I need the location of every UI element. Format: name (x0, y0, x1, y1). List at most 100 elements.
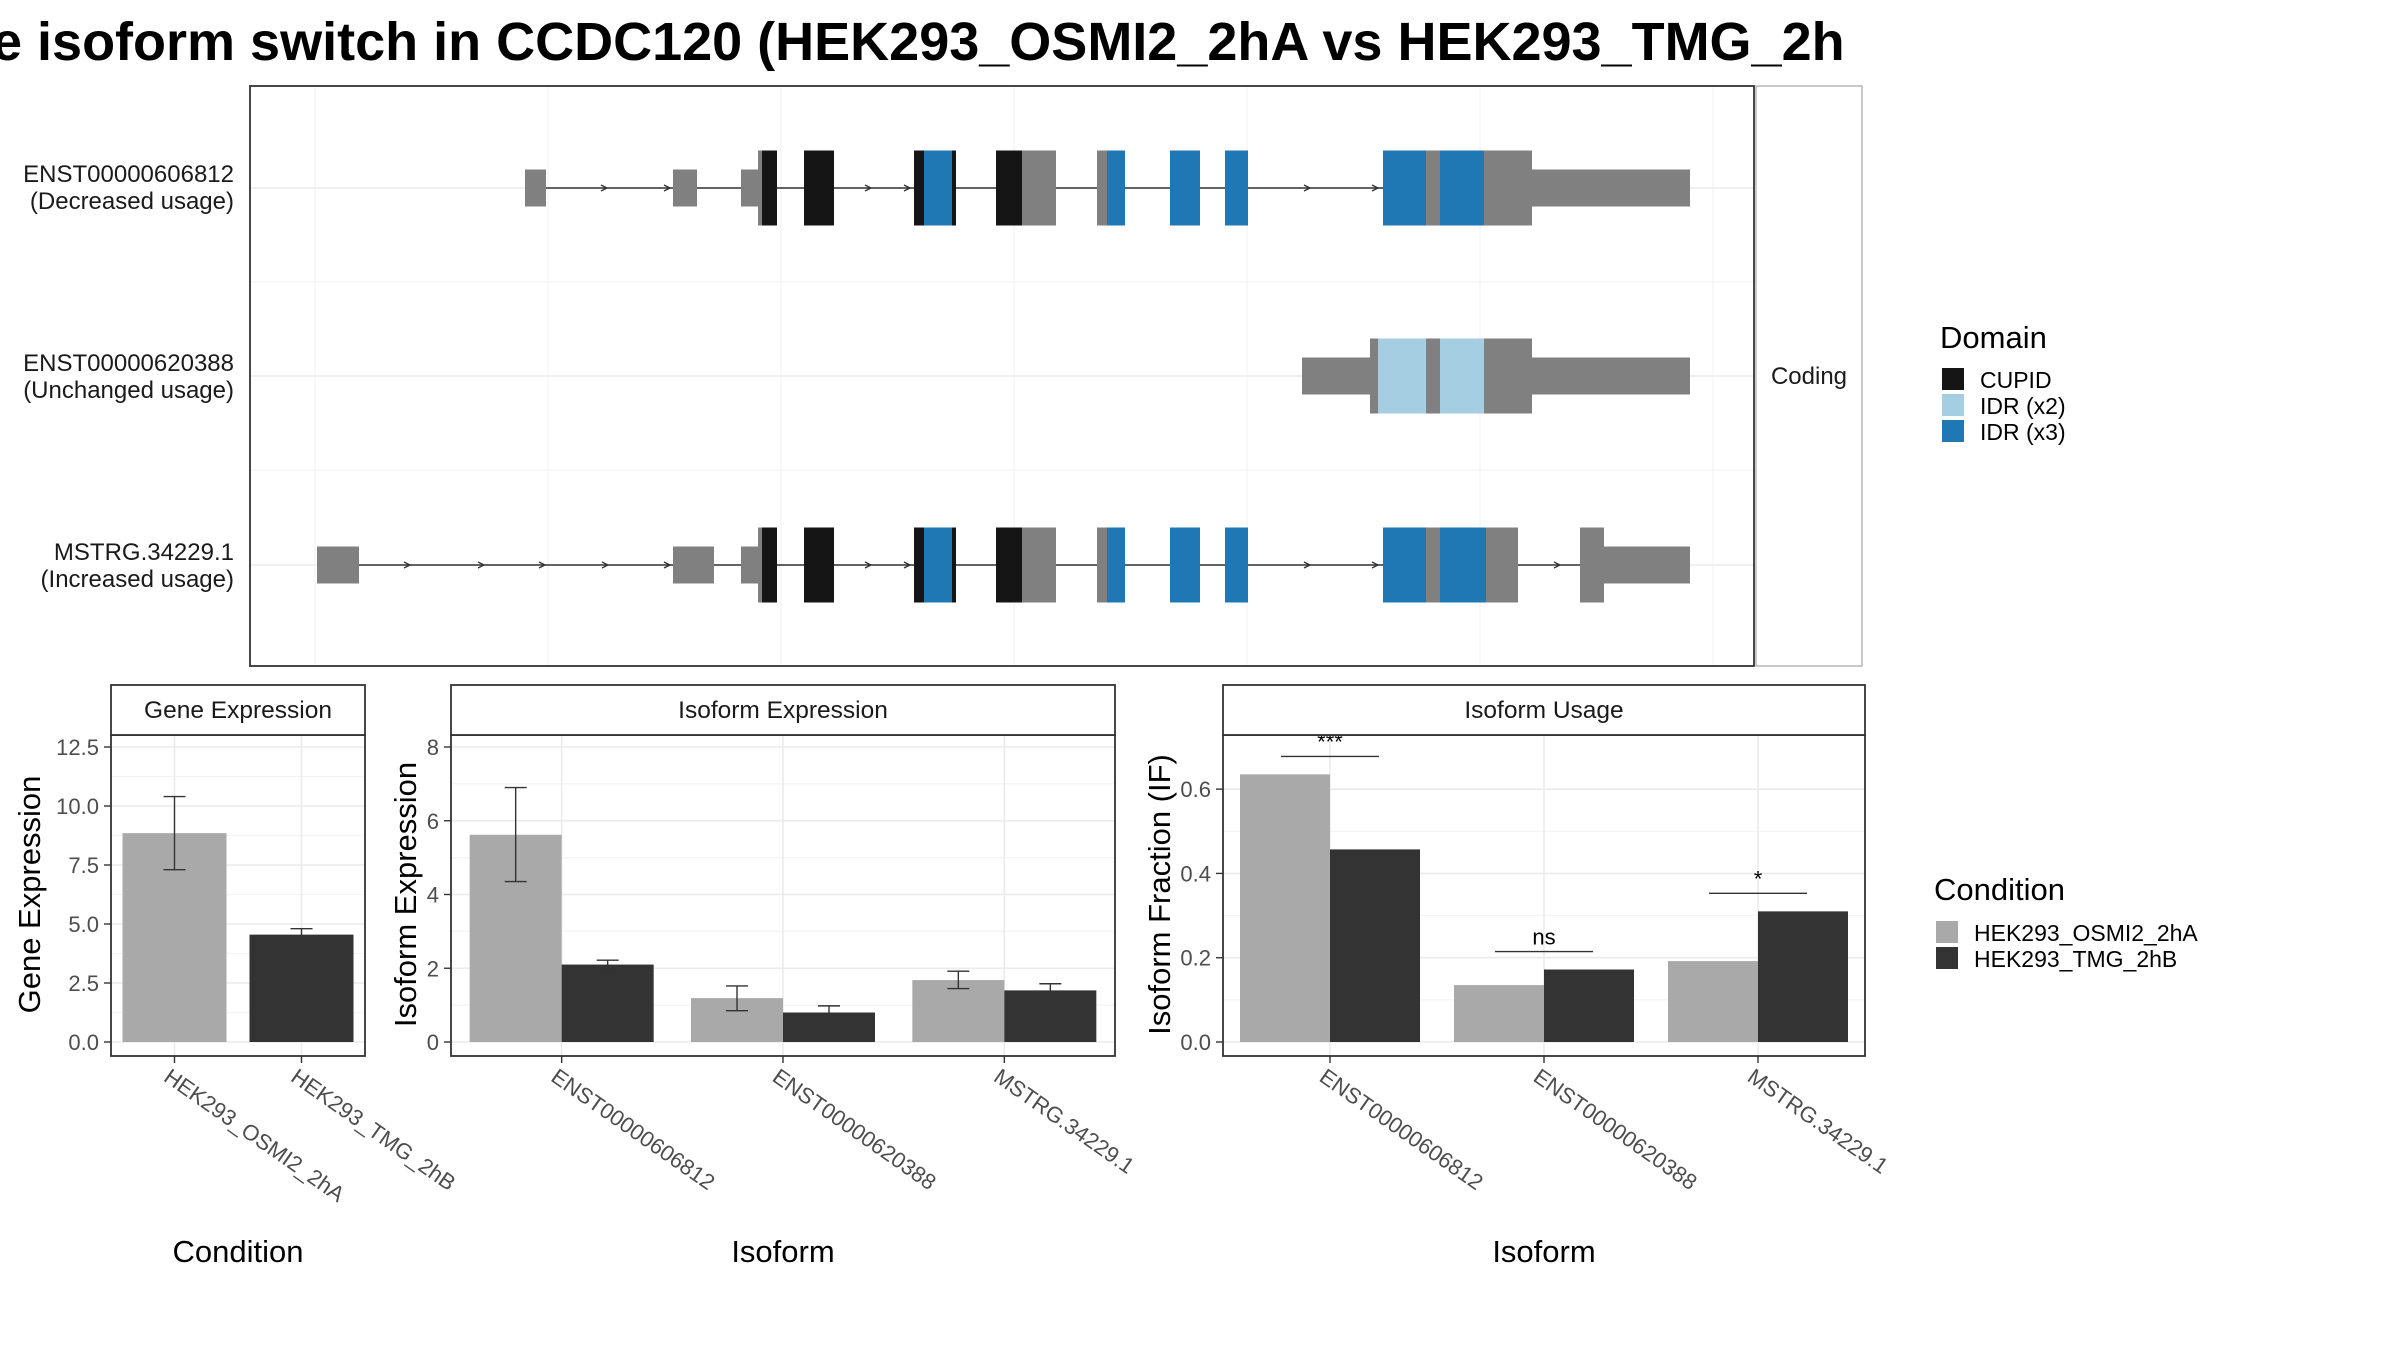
domain-exon (804, 150, 834, 226)
isoform-structure-panel: Coding ENST00000606812 (Decreased usage)… (23, 85, 1863, 667)
bar-HEK293_OSMI2_2hA-ENST00000606812 (1240, 774, 1330, 1042)
legend-swatch-idr-x3 (1942, 420, 1964, 442)
condition-legend-title: Condition (1934, 872, 2065, 907)
x-tick-label: ENST00000620388 (768, 1064, 941, 1195)
y-tick-label: 2.5 (68, 971, 99, 996)
facet-strip (110, 684, 366, 736)
domain-exon (1225, 150, 1248, 226)
strand-arrow (1303, 184, 1312, 192)
domain-exon (1383, 150, 1426, 226)
coding-exon (1484, 150, 1532, 226)
legend-label-cupid: CUPID (1980, 367, 2052, 393)
x-axis-title: Condition (173, 1234, 304, 1269)
coding-exon (1426, 527, 1440, 603)
bar-HEK293_OSMI2_2hA-MSTRG.34229.1 (912, 980, 1005, 1042)
domain-exon (996, 150, 1022, 226)
error-bar (726, 985, 748, 1012)
bar-HEK293_OSMI2_2hA-MSTRG.34229.1 (1668, 961, 1758, 1042)
domain-exon (952, 527, 956, 603)
facet-strip-title: Isoform Usage (1464, 697, 1623, 724)
legend-label-osmi2: HEK293_OSMI2_2hA (1974, 920, 2198, 946)
significance-label: * (1754, 866, 1763, 891)
isoform-label-2-usage: (Unchanged usage) (23, 377, 234, 404)
strand-arrow (864, 561, 873, 569)
y-tick-label: 0.0 (1180, 1030, 1211, 1055)
coding-exon (1484, 338, 1532, 414)
domain-legend: Domain CUPID IDR (x2) IDR (x3) (1940, 320, 2066, 445)
isoform-label-1-usage: (Decreased usage) (30, 188, 234, 215)
strand-arrow (864, 184, 873, 192)
utr-exon (741, 546, 758, 584)
error-bar (290, 928, 313, 942)
facet-strip (1222, 684, 1866, 736)
domain-exon (996, 527, 1022, 603)
significance-label: ns (1532, 925, 1555, 950)
legend-label-idr-x2: IDR (x2) (1980, 393, 2066, 419)
y-tick-label: 0.4 (1180, 861, 1211, 886)
coding-exon (1580, 527, 1604, 603)
isoform-label-3-id: MSTRG.34229.1 (54, 539, 234, 566)
bar-HEK293_TMG_2hB-ENST00000606812 (561, 964, 654, 1042)
coding-exon (758, 150, 762, 226)
bar-HEK293_TMG_2hB-MSTRG.34229.1 (1758, 911, 1848, 1042)
domain-exon (762, 527, 777, 603)
domain-exon (1107, 527, 1125, 603)
domain-exon (924, 527, 952, 603)
y-tick-label: 5.0 (68, 912, 99, 937)
coding-exon (1022, 150, 1056, 226)
utr-exon (1532, 357, 1690, 395)
strand-arrow (403, 561, 412, 569)
error-bar (596, 959, 619, 970)
condition-legend: Condition HEK293_OSMI2_2hA HEK293_TMG_2h… (1934, 872, 2198, 972)
isoform-label-2-id: ENST00000620388 (23, 350, 234, 377)
strand-arrow (1371, 561, 1380, 569)
y-tick-label: 6 (427, 809, 439, 834)
y-tick-label: 10.0 (56, 794, 99, 819)
legend-label-tmg: HEK293_TMG_2hB (1974, 946, 2177, 972)
domain-exon (1225, 527, 1248, 603)
error-bar (947, 970, 970, 990)
strand-arrow (477, 561, 486, 569)
figure-title: e isoform switch in CCDC120 (HEK293_OSMI… (0, 12, 1845, 72)
y-tick-label: 4 (427, 883, 439, 908)
error-bar (818, 1005, 840, 1020)
domain-exon (914, 527, 924, 603)
x-tick-label: MSTRG.34229.1 (989, 1064, 1139, 1179)
bar-HEK293_TMG_2hB-ENST00000606812 (1330, 849, 1420, 1042)
x-axis-title: Isoform (731, 1234, 834, 1269)
coding-exon (1097, 527, 1107, 603)
legend-swatch-idr-x2 (1942, 394, 1964, 416)
utr-exon (1604, 546, 1690, 584)
coding-exon (1426, 150, 1440, 226)
isoform-structure-2 (1302, 338, 1690, 414)
domain-exon (1378, 338, 1426, 414)
isoform-structure-1 (525, 150, 1690, 226)
strand-arrow (663, 561, 672, 569)
domain-exon (1383, 527, 1426, 603)
facet-strip-title: Gene Expression (144, 697, 332, 724)
legend-swatch-tmg (1936, 947, 1958, 969)
coding-exon (1486, 527, 1518, 603)
strand-arrow (1371, 184, 1380, 192)
bar-HEK293_TMG_2hB (249, 934, 354, 1042)
y-axis-title: Gene Expression (12, 776, 47, 1014)
strand-arrow (903, 184, 912, 192)
error-bar (163, 795, 186, 871)
coding-strip (1755, 85, 1863, 667)
chart-3: ***ns*Isoform Usage0.00.20.40.6ENST00000… (1142, 684, 1893, 1269)
y-tick-label: 12.5 (56, 735, 99, 760)
utr-exon (1302, 357, 1370, 395)
domain-legend-title: Domain (1940, 320, 2047, 355)
legend-label-idr-x3: IDR (x3) (1980, 419, 2066, 445)
domain-exon (924, 150, 952, 226)
bar-HEK293_TMG_2hB-MSTRG.34229.1 (1004, 990, 1097, 1042)
coding-exon (1022, 527, 1056, 603)
coding-strip-label: Coding (1771, 363, 1847, 390)
domain-exon (914, 150, 924, 226)
x-tick-label: ENST00000606812 (1315, 1064, 1488, 1195)
x-tick-label: ENST00000620388 (1529, 1064, 1702, 1195)
domain-exon (804, 527, 834, 603)
x-tick-label: ENST00000606812 (547, 1064, 720, 1195)
strand-arrow (663, 184, 672, 192)
error-bar (504, 786, 527, 883)
